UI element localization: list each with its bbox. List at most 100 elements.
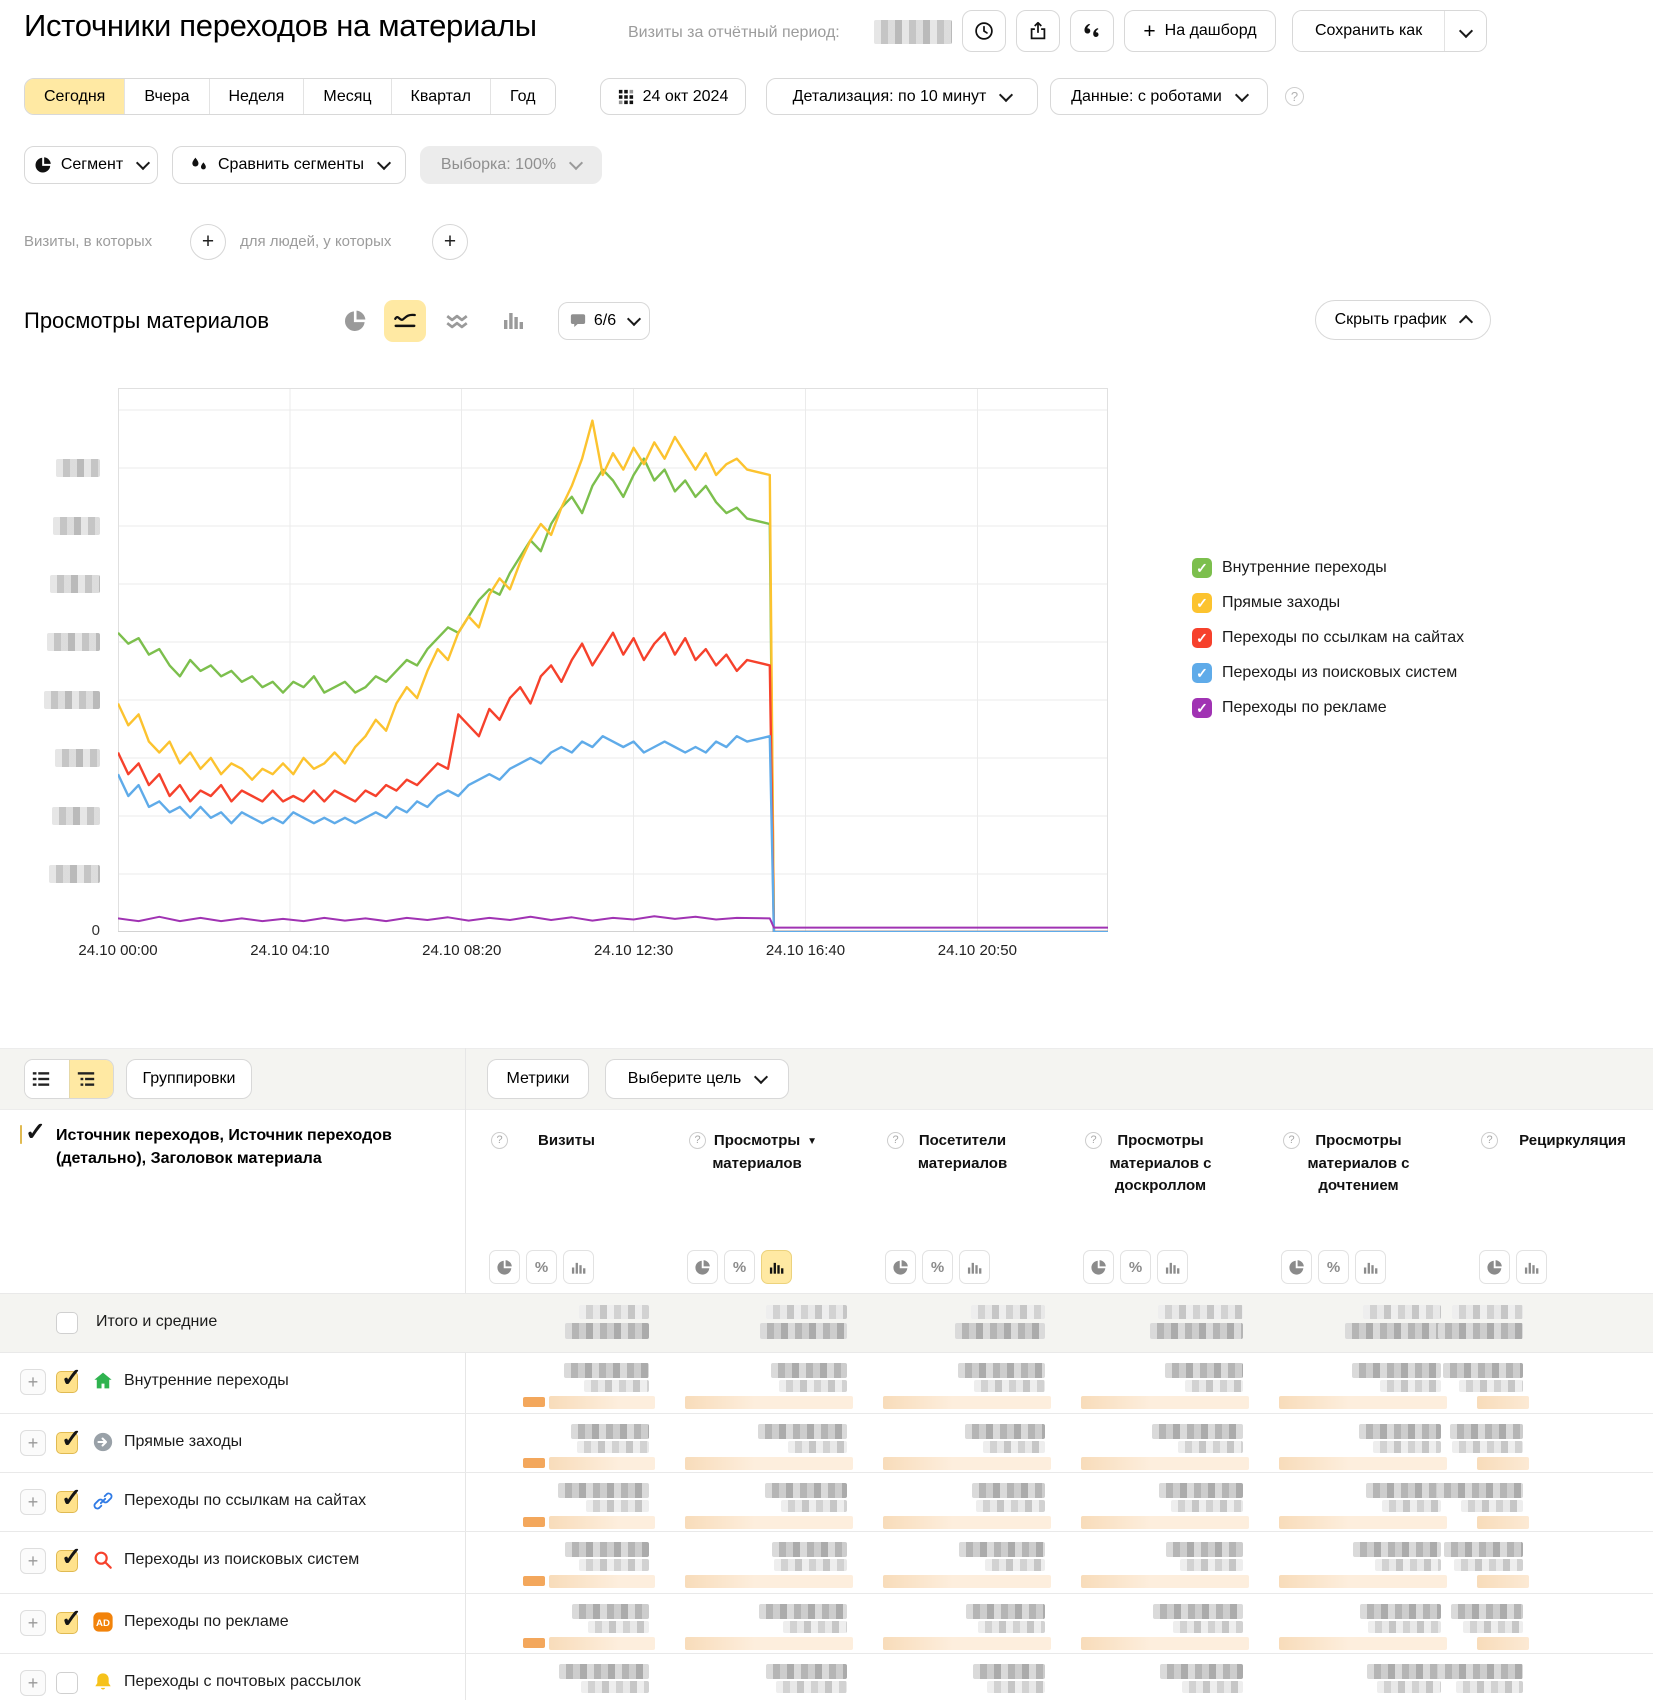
help-icon[interactable]: ? xyxy=(689,1132,706,1149)
tab-period-Год[interactable]: Год xyxy=(490,79,555,114)
select-all-checkbox[interactable] xyxy=(20,1125,22,1144)
dimension-header[interactable]: Источник переходов, Источник переходов (… xyxy=(56,1127,392,1168)
add-to-dashboard-button[interactable]: + На дашборд xyxy=(1124,10,1276,52)
legend-checkbox[interactable]: ✓ xyxy=(1192,593,1212,613)
legend-checkbox[interactable]: ✓ xyxy=(1192,628,1212,648)
legend-item[interactable]: ✓ Переходы по рекламе xyxy=(1192,696,1464,720)
series-Прямые заходы[interactable] xyxy=(118,419,1108,932)
expand-row-button[interactable]: + xyxy=(20,1610,46,1636)
legend-checkbox[interactable]: ✓ xyxy=(1192,558,1212,578)
table-row[interactable]: + AD Переходы по рекламе xyxy=(0,1593,1653,1653)
series-Переходы из поисковых систем[interactable] xyxy=(118,735,1108,932)
toggle-percent-icon[interactable]: % xyxy=(1120,1250,1151,1284)
legend-item[interactable]: ✓ Прямые заходы xyxy=(1192,591,1464,615)
column-header-5[interactable]: ? Просмотры материалов с дочтением xyxy=(1283,1130,1411,1198)
table-row[interactable]: Итого и средние xyxy=(0,1293,1653,1352)
tab-period-Сегодня[interactable]: Сегодня xyxy=(25,79,125,114)
table-row[interactable]: + Переходы с почтовых рассылок xyxy=(0,1653,1653,1702)
column-header-2[interactable]: ? Просмотры материалов ▼ xyxy=(689,1130,817,1175)
toggle-pie-icon[interactable] xyxy=(1083,1250,1114,1284)
tab-period-Неделя[interactable]: Неделя xyxy=(208,79,304,114)
expand-row-button[interactable]: + xyxy=(20,1430,46,1456)
column-header-1[interactable]: ? Визиты xyxy=(491,1130,619,1153)
tab-period-Квартал[interactable]: Квартал xyxy=(390,79,491,114)
legend-checkbox[interactable]: ✓ xyxy=(1192,663,1212,683)
row-checkbox[interactable] xyxy=(56,1604,82,1634)
help-icon[interactable]: ? xyxy=(887,1132,904,1149)
series-Переходы по ссылкам на сайтах[interactable] xyxy=(118,631,1108,932)
toggle-percent-icon[interactable]: % xyxy=(526,1250,557,1284)
chart-type-stacked-button[interactable] xyxy=(436,300,478,342)
legend-item[interactable]: ✓ Переходы по ссылкам на сайтах xyxy=(1192,626,1464,650)
toggle-pie-icon[interactable] xyxy=(687,1250,718,1284)
data-mode-select[interactable]: Данные: с роботами xyxy=(1050,78,1268,115)
toggle-bars-icon[interactable] xyxy=(761,1250,792,1284)
toggle-pie-icon[interactable] xyxy=(489,1250,520,1284)
toggle-pie-icon[interactable] xyxy=(1479,1250,1510,1284)
row-checkbox[interactable] xyxy=(56,1312,78,1334)
row-checkbox[interactable] xyxy=(56,1363,82,1393)
column-header-3[interactable]: ? Посетители материалов xyxy=(887,1130,1015,1175)
help-icon[interactable]: ? xyxy=(491,1132,508,1149)
row-checkbox[interactable] xyxy=(56,1672,78,1694)
toggle-bars-icon[interactable] xyxy=(1157,1250,1188,1284)
view-tree-button[interactable] xyxy=(69,1060,113,1098)
tab-period-Месяц[interactable]: Месяц xyxy=(303,79,391,114)
legend-checkbox[interactable]: ✓ xyxy=(1192,698,1212,718)
expand-row-button[interactable]: + xyxy=(20,1369,46,1395)
row-checkbox[interactable] xyxy=(56,1542,82,1572)
history-button[interactable] xyxy=(962,10,1006,52)
compare-segments-button[interactable]: Сравнить сегменты xyxy=(172,146,406,184)
sample-select[interactable]: Выборка: 100% xyxy=(420,146,602,184)
tab-period-Вчера[interactable]: Вчера xyxy=(124,79,209,114)
detalization-select[interactable]: Детализация: по 10 минут xyxy=(766,78,1038,115)
add-people-filter-button[interactable]: + xyxy=(432,224,468,260)
chart-type-pie-button[interactable] xyxy=(334,300,376,342)
hide-chart-button[interactable]: Скрыть график xyxy=(1315,300,1491,340)
help-icon[interactable]: ? xyxy=(1481,1132,1498,1149)
toggle-percent-icon[interactable]: % xyxy=(922,1250,953,1284)
export-button[interactable] xyxy=(1016,10,1060,52)
row-checkbox[interactable] xyxy=(56,1424,82,1454)
toggle-pie-icon[interactable] xyxy=(1281,1250,1312,1284)
row-checkbox[interactable] xyxy=(56,1483,82,1513)
help-icon[interactable]: ? xyxy=(1085,1132,1102,1149)
traffic-sources-line-chart[interactable] xyxy=(118,388,1108,932)
series-Внутренние переходы[interactable] xyxy=(118,457,1108,932)
help-icon[interactable]: ? xyxy=(1283,1132,1300,1149)
toggle-bars-icon[interactable] xyxy=(563,1250,594,1284)
toggle-bars-icon[interactable] xyxy=(1516,1250,1547,1284)
expand-row-button[interactable]: + xyxy=(20,1489,46,1515)
chart-type-line-button[interactable] xyxy=(384,300,426,342)
view-list-button[interactable] xyxy=(25,1060,69,1098)
date-picker-button[interactable]: 24 окт 2024 xyxy=(600,78,746,115)
segment-button[interactable]: Сегмент xyxy=(24,146,158,184)
annotations-button[interactable]: 6/6 xyxy=(558,302,650,340)
add-visit-filter-button[interactable]: + xyxy=(190,224,226,260)
legend-item[interactable]: ✓ Переходы из поисковых систем xyxy=(1192,661,1464,685)
column-header-6[interactable]: ? Рециркуляция xyxy=(1481,1130,1641,1153)
table-row[interactable]: + Переходы по ссылкам на сайтах xyxy=(0,1472,1653,1531)
table-row[interactable]: + Внутренние переходы xyxy=(0,1352,1653,1413)
toggle-percent-icon[interactable]: % xyxy=(724,1250,755,1284)
legend-item[interactable]: ✓ Внутренние переходы xyxy=(1192,556,1464,580)
comments-button[interactable] xyxy=(1070,10,1114,52)
expand-row-button[interactable]: + xyxy=(20,1548,46,1574)
save-as-button[interactable]: Сохранить как xyxy=(1293,11,1445,51)
metrics-button[interactable]: Метрики xyxy=(487,1059,589,1099)
chart-type-columns-button[interactable] xyxy=(492,300,534,342)
series-Переходы по рекламе[interactable] xyxy=(118,915,1108,929)
toggle-percent-icon[interactable]: % xyxy=(1318,1250,1349,1284)
toggle-bars-icon[interactable] xyxy=(1355,1250,1386,1284)
toggle-pie-icon[interactable] xyxy=(885,1250,916,1284)
toggle-bars-icon[interactable] xyxy=(959,1250,990,1284)
table-row[interactable]: + Прямые заходы xyxy=(0,1413,1653,1472)
table-row[interactable]: + Переходы из поисковых систем xyxy=(0,1531,1653,1593)
help-icon[interactable]: ? xyxy=(1285,87,1304,106)
expand-row-button[interactable]: + xyxy=(20,1670,46,1696)
save-as-menu-button[interactable] xyxy=(1444,11,1487,51)
goal-select-button[interactable]: Выберите цель xyxy=(605,1059,789,1099)
column-toggles: % xyxy=(687,1250,792,1284)
column-header-4[interactable]: ? Просмотры материалов с доскроллом xyxy=(1085,1130,1213,1198)
groupings-button[interactable]: Группировки xyxy=(126,1059,252,1099)
